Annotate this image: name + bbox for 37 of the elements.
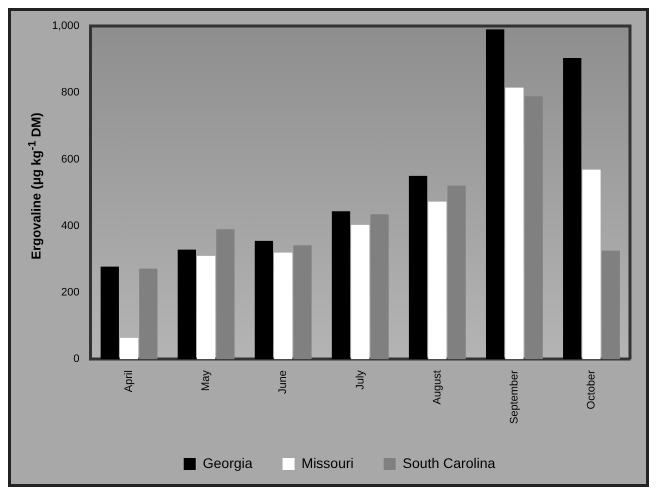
bar	[582, 170, 601, 360]
bar	[447, 186, 466, 360]
bar	[100, 266, 119, 360]
legend-label: Missouri	[302, 454, 354, 471]
bar	[274, 252, 292, 360]
bar	[351, 224, 370, 360]
y-tick-label: 200	[61, 286, 80, 299]
bar	[486, 29, 504, 360]
bar	[408, 176, 428, 360]
bar	[254, 240, 274, 360]
y-tick-label: 600	[61, 153, 80, 166]
x-tick-label: September	[508, 370, 520, 424]
y-tick-label: 800	[61, 86, 80, 99]
x-tick-label: June	[277, 370, 290, 394]
x-tick-label: August	[431, 370, 444, 404]
bar	[428, 202, 446, 360]
bar	[196, 256, 216, 360]
y-tick-label: 0	[73, 353, 80, 366]
bar	[563, 58, 582, 360]
bar	[505, 88, 524, 360]
bar	[602, 250, 620, 360]
bar	[524, 96, 543, 360]
bar	[332, 211, 350, 360]
legend-label: Georgia	[202, 454, 253, 471]
bar	[216, 229, 235, 360]
bar	[293, 245, 312, 360]
x-tick-label: May	[200, 370, 212, 391]
x-tick-label: July	[354, 370, 366, 390]
y-tick-label: 400	[61, 220, 80, 232]
y-tick-label: 1,000	[52, 20, 80, 32]
bar	[120, 338, 138, 360]
legend-label: South Carolina	[402, 454, 496, 471]
x-tick-label: April	[123, 370, 136, 392]
bar	[370, 214, 389, 360]
bar	[139, 268, 158, 360]
bar	[178, 250, 196, 360]
x-tick-label: October	[585, 370, 598, 410]
